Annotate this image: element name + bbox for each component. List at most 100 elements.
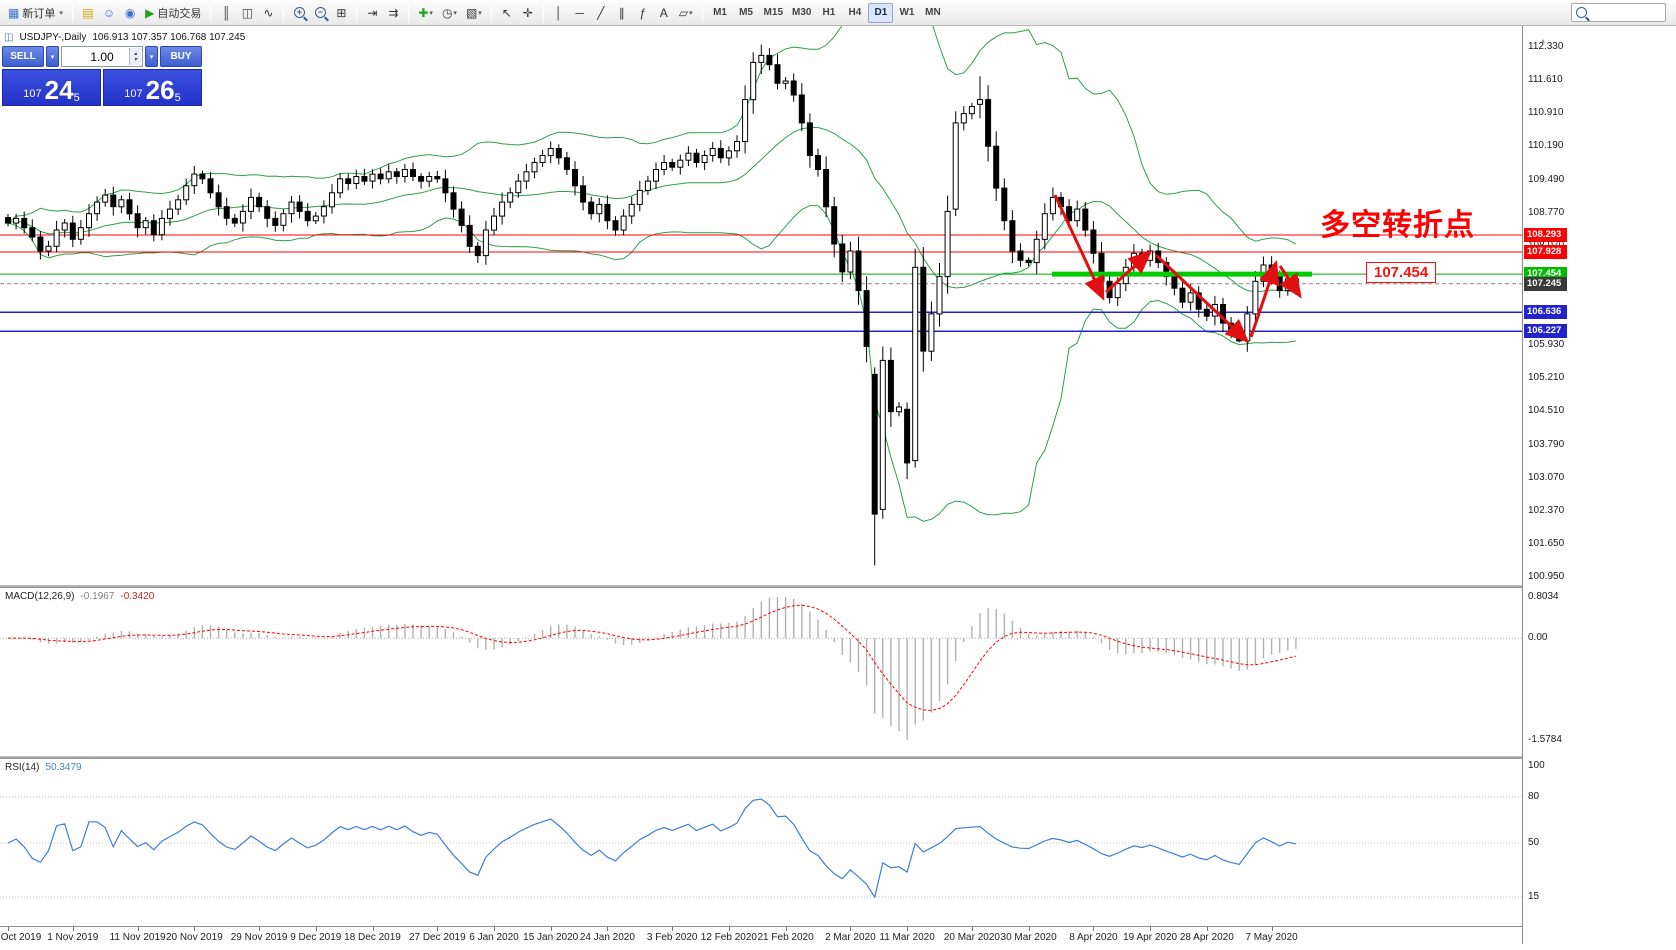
navigator-button[interactable]: ◉ [120,3,140,23]
panel-separator-rsi[interactable] [0,756,1568,759]
zoom-in-button[interactable]: + [289,3,309,23]
volume-spinner[interactable]: ▴ ▾ [129,48,141,65]
channel-button[interactable]: ∥ [612,3,632,23]
date-label: 27 Dec 2019 [408,932,466,943]
rsi-value: 50.3479 [45,762,82,773]
symbol-search[interactable] [1571,3,1666,22]
toolbar-separator [283,3,285,22]
template-icon: ▧ [465,5,478,20]
new-order-button[interactable]: ▦ 新订单 ▾ [4,3,67,23]
doc-yellow-icon: ▤ [82,5,94,20]
rsi-canvas[interactable] [0,759,1522,926]
axis-label: 101.650 [1528,537,1565,549]
axis-label: 50 [1528,837,1540,848]
macd-signal-line [7,604,1297,711]
timeframe-w1-button[interactable]: W1 [899,7,915,18]
indicators-button[interactable]: ✚ ▾ [414,3,437,23]
zoom-in-icon: + [293,7,305,18]
time-tick [372,927,374,931]
time-tick [785,927,787,931]
sell-price-prefix: 107 [23,88,42,100]
date-label: 7 May 2020 [1245,932,1298,943]
macd-signal-value: -0.3420 [120,591,155,602]
timeframe-h1-button[interactable]: H1 [822,7,836,18]
autotrading-button[interactable]: ▶ 自动交易 [141,3,205,23]
date-label: 18 Dec 2019 [344,932,401,943]
candle-chart-button[interactable]: ◫ [237,3,257,23]
time-tick [672,927,674,931]
date-label: 20 Nov 2019 [165,932,223,943]
rsi-panel[interactable] [0,759,1522,926]
toolbar: ▦ 新订单 ▾ ▤ ☺ ◉ ▶ 自动交易 ║ ◫ ∿ + − ⊞ ⇥ ⇉ ✚ ▾ ◷ ▾ ▧ ▾ ↖ ✛ │ ─ ╱ ∥ ƒ A ▱ ▾ M1 M… [0,0,1676,26]
macd-value: -0.1967 [80,591,115,602]
volume-field[interactable]: 1.00 ▴ ▾ [61,46,143,67]
macd-canvas[interactable] [0,588,1522,756]
metaeditor-button[interactable]: ▤ [78,3,98,23]
date-label: 1 Nov 2019 [47,932,99,943]
new-order-button-label: 新订单 [22,7,56,20]
time-tick [1093,927,1095,931]
timeframe-mn-button[interactable]: MN [925,7,941,18]
market-watch-button[interactable]: ☺ [99,3,119,23]
annotation-price-tag[interactable]: 107.454 [1366,262,1437,283]
sell-options-caret[interactable]: ▾ [46,46,59,67]
buy-options-caret[interactable]: ▾ [145,46,158,67]
tile-windows-button[interactable]: ⊞ [331,3,351,23]
crosshair-button[interactable]: ✛ [518,3,538,23]
axis-label: 0.00 [1528,632,1548,644]
spin-up-icon[interactable]: ▴ [133,50,137,57]
spin-down-icon[interactable]: ▾ [133,56,137,63]
price-scale[interactable]: ▴ 112.330 111.610 110.910 110.190 109.490 108… [1522,26,1568,944]
fibonacci-button[interactable]: ƒ [633,3,653,23]
text-button[interactable]: A [654,3,674,23]
price-chart-canvas[interactable] [0,26,1522,585]
timeframe-m30-button[interactable]: M30 [792,7,812,18]
sell-price-pip: 5 [73,92,80,104]
toolbar-separator [701,3,703,22]
periods-button[interactable]: ◷ ▾ [438,3,461,23]
trendline-button[interactable]: ╱ [591,3,611,23]
cursor-button[interactable]: ↖ [497,3,517,23]
date-label: 3 Feb 2020 [646,932,698,943]
zoom-out-button[interactable]: − [310,3,330,23]
buy-button[interactable]: BUY [160,46,202,67]
time-tick [850,927,852,931]
line-icon: ∿ [263,5,274,20]
sell-price-panel[interactable]: 107 24 5 [2,69,101,106]
timeframe-d1-button[interactable]: D1 [868,2,894,23]
panel-separator-macd[interactable] [0,585,1568,588]
drawn-objects[interactable] [1052,194,1312,344]
search-input[interactable] [1591,7,1661,18]
timeframe-m1-button[interactable]: M1 [713,7,727,18]
line-chart-button[interactable]: ∿ [258,3,278,23]
horizontal-line-button[interactable]: ─ [570,3,590,23]
autotrading-button-label: 自动交易 [157,7,202,20]
scroll-right-icon: ⇥ [367,5,378,20]
vertical-line-button[interactable]: │ [549,3,569,23]
auto-scroll-button[interactable]: ⇥ [362,3,382,23]
arrows-button[interactable]: ▱ ▾ [675,3,697,23]
fibonacci-icon: ƒ [639,5,647,20]
timeframe-h4-button[interactable]: H4 [848,7,862,18]
timeframe-m5-button[interactable]: M5 [739,7,753,18]
hline-icon: ─ [575,5,585,20]
bar-chart-button[interactable]: ║ [216,3,236,23]
timeframe-m15-button[interactable]: M15 [763,7,783,18]
time-tick [72,927,74,931]
date-label: Oct 2019 [0,932,42,943]
macd-histogram [15,597,1297,740]
axis-label: 110.910 [1528,107,1564,119]
scale-auto-marker: ▴ [1541,36,1546,45]
templates-button[interactable]: ▧ ▾ [462,3,486,23]
macd-panel[interactable] [0,588,1522,756]
chart-shift-button[interactable]: ⇉ [383,3,403,23]
annotation-turning-point[interactable]: 多空转折点 [1320,208,1475,243]
buy-price-panel[interactable]: 107 26 5 [103,69,202,106]
price-chart-panel[interactable]: ◫ USDJPY-,Daily 106.913 107.357 106.768 … [0,26,1522,585]
rsi-line [7,798,1297,899]
date-label: 2 Mar 2020 [825,932,876,943]
date-label: 9 Dec 2019 [290,932,342,943]
time-scale[interactable]: Oct 2019 1 Nov 2019 11 Nov 2019 20 Nov 2019… [0,926,1568,950]
axis-label: 103.790 [1528,438,1565,450]
sell-button[interactable]: SELL [2,46,44,67]
